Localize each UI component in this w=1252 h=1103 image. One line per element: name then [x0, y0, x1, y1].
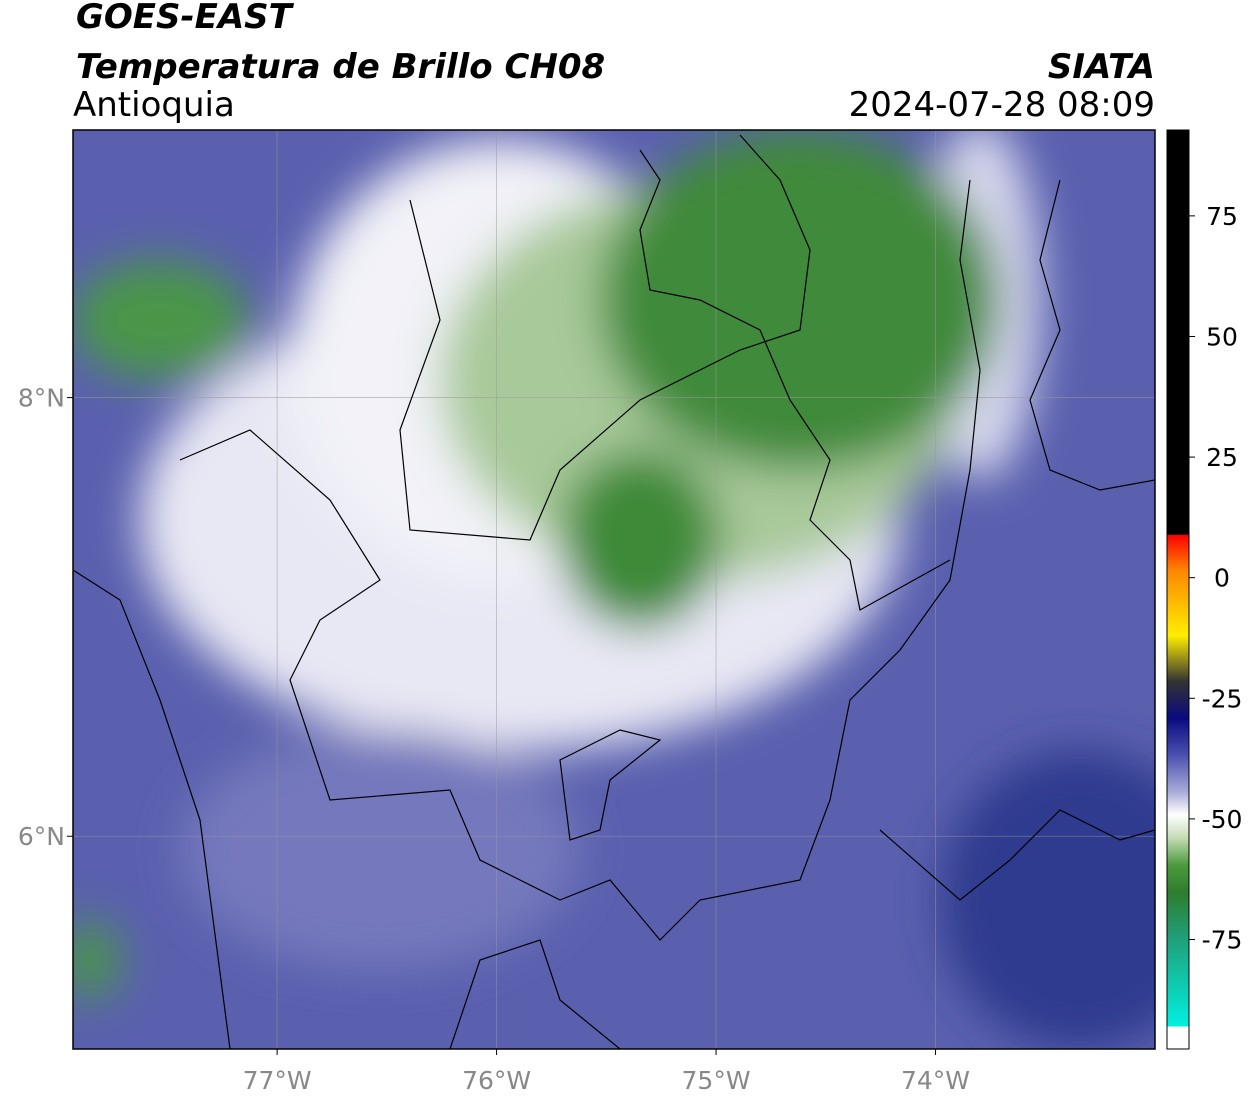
colorbar-tick-label: 0 [1214, 564, 1230, 593]
lat-tick-label: 6°N [18, 822, 65, 851]
imagery [73, 130, 1155, 1049]
colorbar-tick-label: 25 [1206, 443, 1238, 472]
map-frame [72, 129, 1156, 1050]
colorbar-tick-label: -25 [1202, 684, 1243, 713]
datetime: 2024-07-28 08:09 [849, 85, 1155, 125]
colorbar-tick-label: -75 [1202, 925, 1243, 954]
colorbar-tick-label: 75 [1206, 202, 1238, 231]
subtitle: Temperatura de Brillo CH08 [76, 47, 605, 87]
colorbar [1166, 129, 1190, 1050]
lon-tick-label: 74°W [901, 1066, 970, 1095]
lon-tick-label: 75°W [682, 1066, 751, 1095]
lat-tick-label: 8°N [18, 384, 65, 413]
colorbar-tick-label: -50 [1202, 805, 1243, 834]
region: Antioquia [73, 85, 235, 125]
colorbar-tick-label: 50 [1206, 322, 1238, 351]
lon-tick-label: 77°W [243, 1066, 312, 1095]
lon-tick-label: 76°W [462, 1066, 531, 1095]
title: GOES-EAST [76, 0, 295, 37]
source: SIATA [1048, 47, 1155, 87]
